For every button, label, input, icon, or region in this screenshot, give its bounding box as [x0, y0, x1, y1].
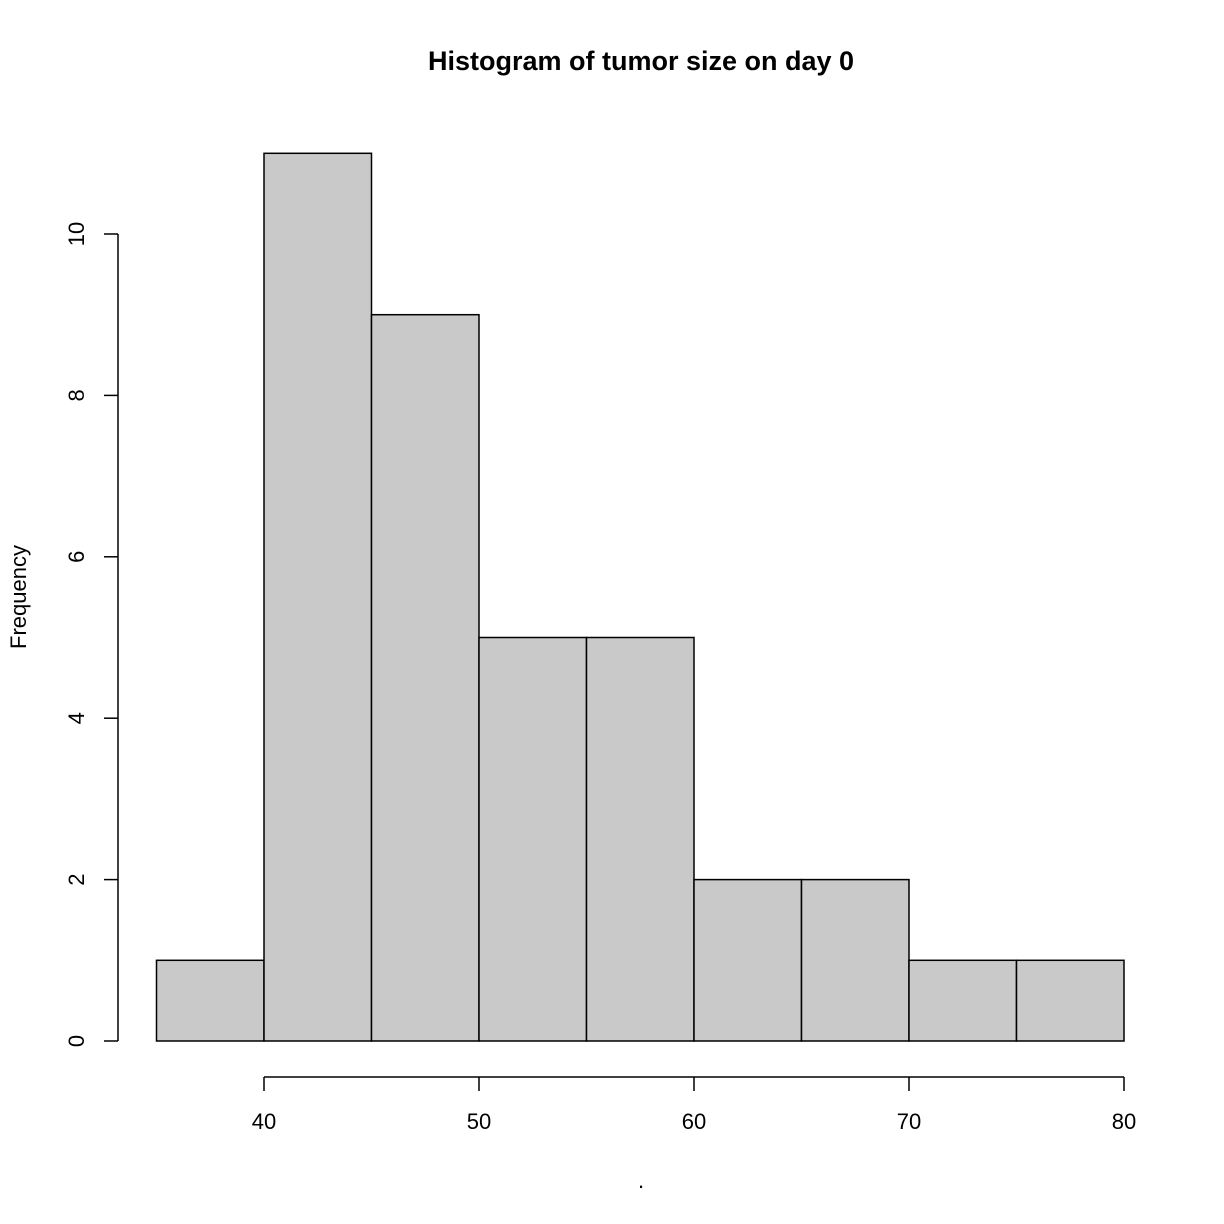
y-tick-label: 8 — [64, 389, 89, 401]
histogram-bar — [908, 959, 1018, 1042]
bars-group — [155, 152, 1125, 1042]
y-tick-label: 10 — [64, 222, 89, 246]
histogram-bar — [370, 313, 480, 1042]
y-tick-label: 4 — [64, 712, 89, 724]
histogram-bar — [155, 959, 265, 1042]
x-axis: 40 50 60 70 80 — [252, 1076, 1136, 1134]
histogram-bar — [800, 878, 910, 1042]
x-tick-label: 50 — [467, 1109, 491, 1134]
y-tick-label: 6 — [64, 551, 89, 563]
x-axis-label: . — [638, 1168, 644, 1193]
histogram-bar — [478, 636, 588, 1042]
x-tick-label: 70 — [897, 1109, 921, 1134]
y-tick-label: 2 — [64, 873, 89, 885]
histogram-bar — [1015, 959, 1125, 1042]
x-tick-label: 60 — [682, 1109, 706, 1134]
y-axis-label: Frequency — [6, 545, 31, 649]
y-tick-label: 0 — [64, 1035, 89, 1047]
histogram-bar — [263, 152, 373, 1042]
histogram-bar — [585, 636, 695, 1042]
chart-title: Histogram of tumor size on day 0 — [428, 46, 854, 76]
x-tick-label: 80 — [1112, 1109, 1136, 1134]
histogram-bar — [693, 878, 803, 1042]
x-tick-label: 40 — [252, 1109, 276, 1134]
y-axis: 0 2 4 6 8 10 — [64, 222, 119, 1047]
